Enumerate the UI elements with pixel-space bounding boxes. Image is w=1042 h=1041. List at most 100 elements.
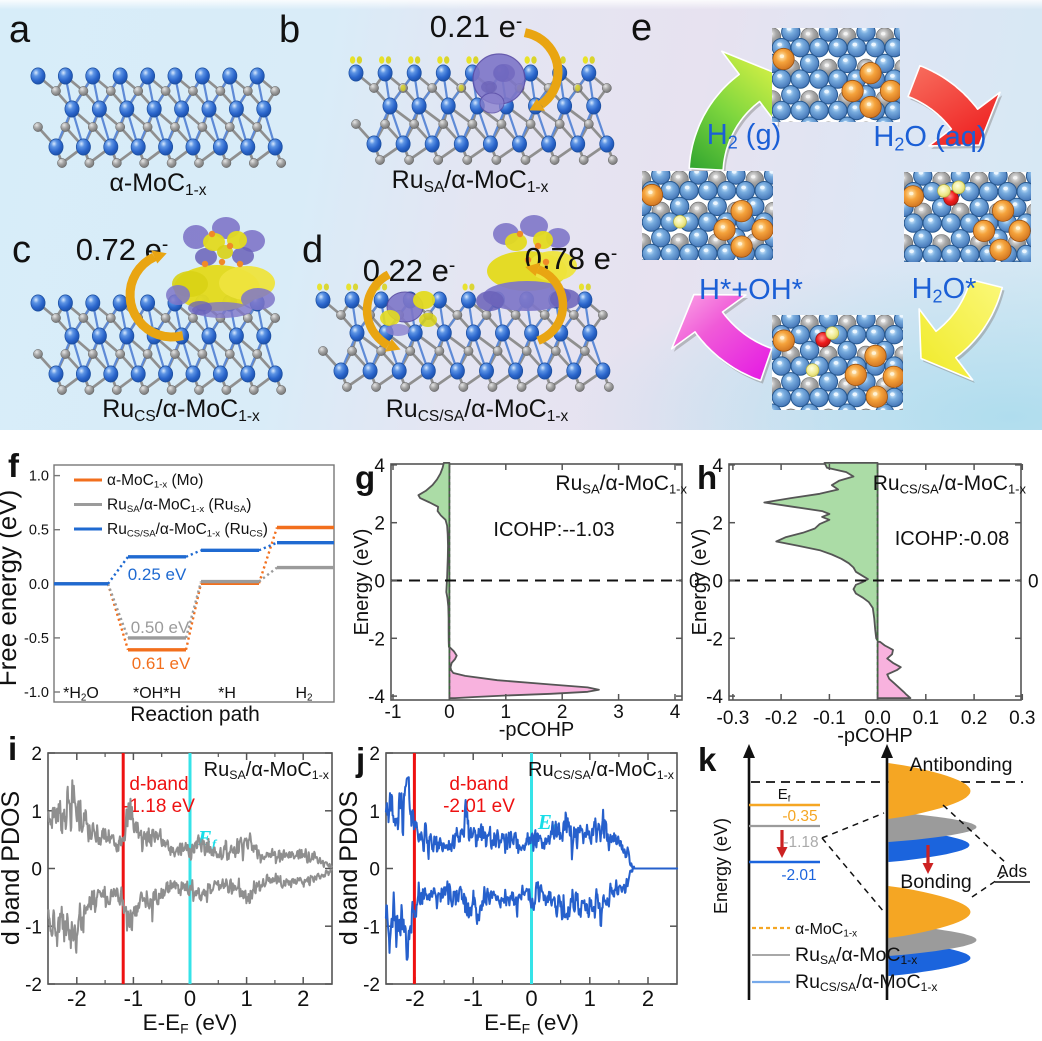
svg-text:2: 2 (297, 986, 309, 1011)
svg-text:k: k (698, 741, 717, 778)
svg-text:1: 1 (584, 986, 596, 1011)
svg-text:α-MoC1-x: α-MoC1-x (795, 921, 857, 940)
svg-text:1.0: 1.0 (29, 469, 49, 485)
svg-text:RuCS/SA/α-MoC1-x: RuCS/SA/α-MoC1-x (386, 395, 569, 425)
svg-text:-0.2: -0.2 (765, 708, 798, 729)
svg-text:-0.35: -0.35 (782, 808, 817, 825)
svg-text:0: 0 (689, 572, 700, 593)
svg-text:RuSA/α-MoC1-x (RuSA): RuSA/α-MoC1-x (RuSA) (107, 497, 251, 516)
svg-text:Antibonding: Antibonding (909, 754, 1012, 776)
svg-text:h: h (697, 459, 717, 496)
svg-text:RuSA/α-MoC1-x: RuSA/α-MoC1-x (204, 759, 330, 782)
svg-text:-2: -2 (363, 975, 380, 996)
svg-text:-2.01: -2.01 (781, 867, 816, 884)
svg-text:Energy (eV): Energy (eV) (351, 529, 373, 636)
svg-text:0.3: 0.3 (1009, 708, 1035, 729)
svg-text:α-MoC1-x (Mo): α-MoC1-x (Mo) (107, 472, 203, 491)
svg-text:g: g (355, 459, 375, 496)
svg-text:-pCOHP: -pCOHP (837, 725, 913, 747)
svg-text:-0.1: -0.1 (813, 708, 846, 729)
svg-text:-0.3: -0.3 (717, 708, 750, 729)
svg-text:ICOHP:-0.08: ICOHP:-0.08 (895, 528, 1009, 550)
svg-text:Ef: Ef (778, 786, 791, 803)
svg-text:2: 2 (374, 514, 385, 535)
svg-text:Energy (eV): Energy (eV) (689, 529, 711, 636)
svg-text:E-EF (eV): E-EF (eV) (143, 1010, 238, 1037)
svg-text:0: 0 (31, 860, 42, 881)
svg-text:0: 0 (1028, 572, 1039, 593)
svg-text:-1: -1 (25, 917, 42, 938)
svg-text:-1: -1 (385, 702, 402, 723)
svg-text:d band PDOS: d band PDOS (335, 791, 363, 945)
svg-text:-1.18: -1.18 (783, 834, 818, 851)
svg-text:d: d (302, 229, 323, 271)
svg-text:Reaction path: Reaction path (130, 703, 260, 726)
svg-text:-1.18 eV: -1.18 eV (123, 796, 195, 817)
svg-text:d band PDOS: d band PDOS (0, 791, 25, 945)
svg-text:2: 2 (712, 514, 723, 535)
svg-text:-4: -4 (368, 687, 385, 708)
svg-text:*OH*H: *OH*H (133, 685, 181, 702)
svg-text:-0.5: -0.5 (24, 631, 49, 647)
svg-text:H*+OH*: H*+OH* (699, 274, 803, 306)
svg-text:α-MoC1-x: α-MoC1-x (109, 169, 206, 199)
svg-text:-2: -2 (67, 986, 87, 1011)
svg-text:Free energy (eV): Free energy (eV) (0, 490, 22, 687)
svg-text:0: 0 (374, 572, 385, 593)
svg-text:-1.0: -1.0 (24, 685, 49, 701)
svg-text:3: 3 (613, 702, 624, 723)
svg-text:0: 0 (525, 986, 537, 1011)
svg-text:RuSA/α-MoC1-x: RuSA/α-MoC1-x (392, 166, 549, 196)
svg-text:Energy (eV): Energy (eV) (711, 818, 731, 914)
svg-text:2: 2 (31, 744, 42, 765)
svg-text:0.50 eV: 0.50 eV (131, 618, 190, 637)
svg-text:H2O*: H2O* (912, 273, 977, 307)
svg-text:RuCS/SA/α-MoC1-x: RuCS/SA/α-MoC1-x (795, 971, 937, 994)
svg-text:0: 0 (712, 572, 723, 593)
svg-text:1: 1 (501, 702, 512, 723)
svg-text:*H: *H (218, 685, 236, 702)
svg-text:-1: -1 (124, 986, 144, 1011)
svg-text:2: 2 (642, 986, 654, 1011)
svg-text:0: 0 (369, 860, 380, 881)
svg-text:RuSA/α-MoC1-x: RuSA/α-MoC1-x (795, 944, 917, 967)
svg-text:RuCS/SA/α-MoC1-x: RuCS/SA/α-MoC1-x (873, 472, 1027, 496)
svg-text:ICOHP:--1.03: ICOHP:--1.03 (493, 519, 614, 541)
svg-text:1: 1 (240, 986, 252, 1011)
svg-text:-1: -1 (363, 917, 380, 938)
svg-text:E-EF (eV): E-EF (eV) (484, 1010, 579, 1037)
svg-text:4: 4 (712, 456, 723, 477)
svg-text:2: 2 (557, 702, 568, 723)
svg-text:-2: -2 (25, 975, 42, 996)
svg-text:i: i (8, 730, 17, 767)
svg-text:-4: -4 (706, 687, 723, 708)
svg-text:c: c (12, 229, 31, 271)
svg-text:j: j (355, 741, 365, 778)
svg-text:-1: -1 (463, 986, 483, 1011)
svg-text:0.1: 0.1 (913, 708, 939, 729)
svg-text:H2O (aq): H2O (aq) (873, 121, 986, 155)
svg-text:RuCS/SA/α-MoC1-x: RuCS/SA/α-MoC1-x (528, 759, 675, 782)
svg-text:*H2O: *H2O (63, 685, 99, 704)
svg-text:a: a (9, 9, 31, 51)
svg-text:e: e (631, 7, 652, 49)
svg-text:-2: -2 (706, 629, 723, 650)
svg-text:1: 1 (31, 802, 42, 823)
svg-text:4: 4 (374, 456, 385, 477)
svg-text:Ads: Ads (997, 861, 1027, 881)
svg-text:-2.01 eV: -2.01 eV (443, 796, 515, 817)
svg-text:4: 4 (670, 702, 681, 723)
svg-text:2: 2 (369, 744, 380, 765)
svg-text:f: f (8, 447, 20, 484)
svg-text:-2: -2 (368, 629, 385, 650)
svg-text:RuSA/α-MoC1-x: RuSA/α-MoC1-x (555, 472, 687, 496)
svg-text:0.0: 0.0 (864, 708, 890, 729)
svg-text:0.2: 0.2 (961, 708, 987, 729)
svg-text:RuCS/α-MoC1-x: RuCS/α-MoC1-x (102, 395, 260, 425)
svg-text:d-band: d-band (129, 774, 188, 795)
svg-text:0.0: 0.0 (29, 577, 49, 593)
svg-text:0: 0 (184, 986, 196, 1011)
svg-text:Bonding: Bonding (900, 871, 972, 893)
svg-text:d-band: d-band (449, 774, 508, 795)
svg-text:-2: -2 (405, 986, 425, 1011)
